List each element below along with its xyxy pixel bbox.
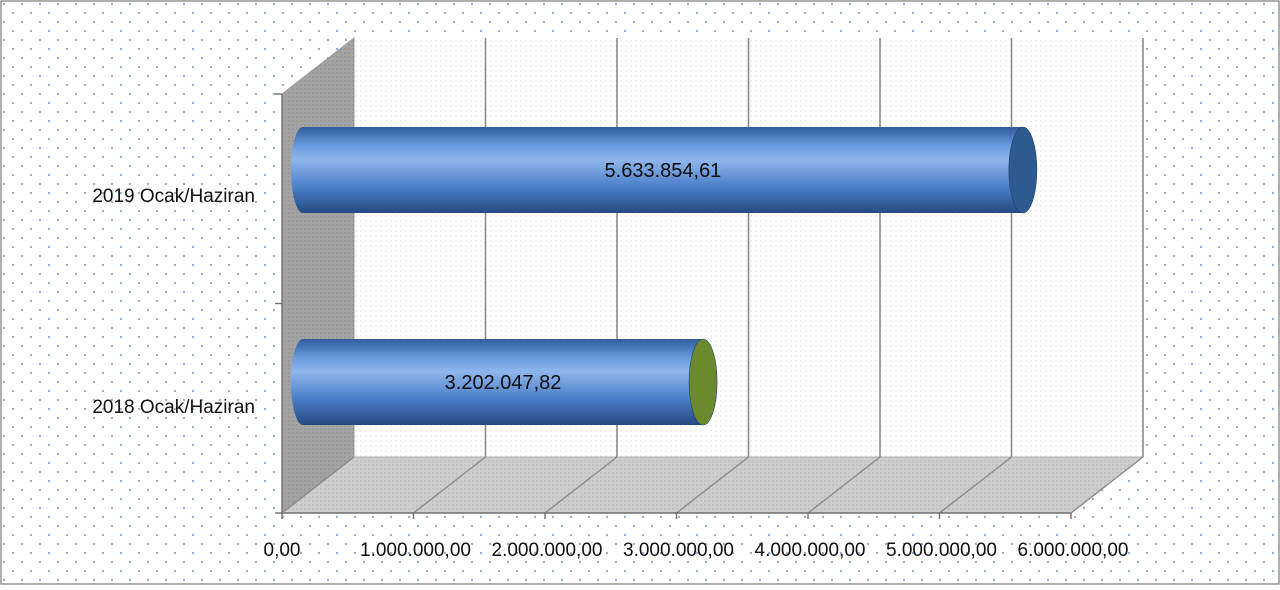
floor-gridline — [1070, 456, 1144, 514]
category-label: 2018 Ocak/Haziran — [92, 397, 255, 418]
bar-end-cap — [1008, 126, 1038, 214]
x-tick-label: 6.000.000,00 — [1018, 540, 1129, 561]
floor-gridline — [413, 456, 486, 514]
bar — [291, 126, 1038, 214]
x-tick-label: 2.000.000,00 — [492, 540, 603, 561]
side-wall — [281, 36, 355, 515]
floor-gridline — [939, 456, 1012, 514]
bar-body — [291, 127, 1023, 213]
x-tick-label: 3.000.000,00 — [623, 540, 734, 561]
bar-body — [291, 339, 704, 425]
bar-end-cap — [688, 338, 718, 426]
data-label: 3.202.047,82 — [445, 372, 562, 394]
data-label: 5.633.854,61 — [605, 160, 722, 182]
x-tick-label: 5.000.000,00 — [886, 540, 997, 561]
x-tick-label: 4.000.000,00 — [755, 540, 866, 561]
floor-gridline — [281, 456, 355, 514]
category-label: 2019 Ocak/Haziran — [92, 186, 255, 207]
floor-gridline — [676, 456, 749, 514]
x-tick-label: 0,00 — [264, 540, 301, 561]
floor-gridline — [807, 456, 881, 514]
floor-gridline — [544, 456, 618, 514]
x-tick-label: 1.000.000,00 — [360, 540, 471, 561]
bar — [291, 338, 718, 426]
